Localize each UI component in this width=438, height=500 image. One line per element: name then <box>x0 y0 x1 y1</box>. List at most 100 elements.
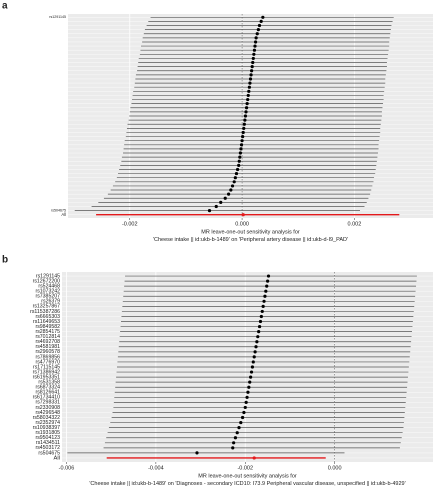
estimate-point <box>238 151 242 155</box>
y-tick-label: rs11649653 <box>33 319 60 325</box>
estimate-point <box>253 44 257 48</box>
estimate-point <box>255 340 259 344</box>
x-tick-label: -0.002 <box>122 221 138 227</box>
y-tick-label: rs4296548 <box>35 410 60 416</box>
estimate-point <box>238 155 242 159</box>
estimate-point <box>240 139 244 143</box>
y-tick-label: rs115387286 <box>30 309 60 315</box>
y-tick-label: rs7385207 <box>35 294 60 300</box>
estimate-point <box>223 196 227 200</box>
estimate-point <box>219 200 223 204</box>
y-tick-label: rs504675 <box>38 450 60 456</box>
y-tick-label: rs58034322 <box>33 415 61 421</box>
estimate-point <box>261 15 265 19</box>
estimate-point <box>265 284 269 288</box>
estimate-point <box>244 400 248 404</box>
estimate-point <box>261 304 265 308</box>
y-tick-label: rs1073242 <box>35 289 60 295</box>
estimate-point <box>251 60 255 65</box>
panel-label: a <box>2 1 8 12</box>
y-tick-label: rs4503172 <box>35 445 60 451</box>
estimate-point <box>264 289 268 293</box>
y-tick-label: rs2960578 <box>35 349 60 355</box>
estimate-point <box>247 85 251 89</box>
y-tick-label: rs2854175 <box>35 329 60 335</box>
estimate-point <box>233 436 238 440</box>
y-tick-label: rs61734410 <box>33 395 61 401</box>
estimate-point <box>242 122 246 126</box>
estimate-point <box>266 274 271 278</box>
estimate-point <box>237 163 241 167</box>
y-tick-label: rs10938397 <box>33 425 61 431</box>
estimate-point <box>242 410 246 415</box>
estimate-point <box>207 208 212 213</box>
estimate-point <box>246 97 250 102</box>
estimate-point <box>244 106 249 110</box>
estimate-point <box>256 28 260 32</box>
x-axis-title: MR leave-one-out sensitivity analysis fo… <box>198 473 297 479</box>
estimate-point <box>230 184 235 188</box>
y-tick-label: rs531358 <box>38 380 60 386</box>
y-tick-label: rs61953351 <box>33 374 61 380</box>
estimate-point <box>259 19 263 24</box>
y-tick-label: rs2352974 <box>35 420 60 426</box>
estimate-point <box>237 426 241 430</box>
estimate-point <box>250 365 255 369</box>
estimate-point <box>266 279 270 283</box>
y-tick-label: rs4581981 <box>35 344 60 350</box>
estimate-point <box>254 345 258 349</box>
y-tick-label: rs504675 <box>51 209 66 213</box>
y-tick-label: rs17115145 <box>33 364 60 370</box>
estimate-point-overall <box>241 213 245 217</box>
estimate-point <box>245 102 249 106</box>
estimate-point <box>234 171 239 176</box>
estimate-point <box>244 110 248 114</box>
estimate-point <box>245 395 249 399</box>
y-tick-label: rs1434511 <box>36 440 60 446</box>
estimate-point <box>232 441 236 445</box>
estimate-point <box>249 73 253 77</box>
estimate-point <box>227 192 231 196</box>
estimate-point <box>249 375 253 379</box>
estimate-point <box>243 114 248 118</box>
estimate-point <box>249 370 254 374</box>
estimate-point <box>255 32 259 36</box>
estimate-point <box>242 126 246 130</box>
y-tick-label: rs4692708 <box>35 339 60 345</box>
y-tick-label: rs7012814 <box>35 334 60 340</box>
y-tick-label: rs8126641 <box>35 390 60 396</box>
estimate-point <box>243 118 247 122</box>
estimate-point <box>263 294 267 298</box>
y-tick-label: rs9504123 <box>35 435 60 441</box>
estimate-point <box>241 134 245 139</box>
y-tick-label: All <box>54 455 60 461</box>
x-axis-title: MR leave-one-out sensitivity analysis fo… <box>201 229 300 235</box>
estimate-point <box>214 204 218 209</box>
estimate-point <box>253 40 258 44</box>
y-tick-label: rs71386942 <box>33 369 61 375</box>
y-tick-label: rs7298331 <box>35 400 60 406</box>
estimate-point <box>247 89 251 93</box>
estimate-point <box>248 380 252 384</box>
estimate-point <box>250 65 254 69</box>
y-tick-label: rs6665303 <box>35 314 60 320</box>
estimate-point <box>254 36 258 40</box>
estimate-point <box>248 81 252 85</box>
y-tick-label: rs4776970 <box>35 359 60 365</box>
estimate-point <box>240 415 245 420</box>
estimate-point <box>241 130 245 135</box>
estimate-point <box>257 330 261 334</box>
estimate-point <box>246 93 250 98</box>
x-tick-label: -0.004 <box>148 465 164 471</box>
estimate-point <box>260 309 264 314</box>
estimate-point <box>247 385 251 389</box>
estimate-point <box>257 324 262 329</box>
y-tick-label: rs7869856 <box>35 354 60 360</box>
estimate-point <box>259 314 263 319</box>
x-tick-label: 0.002 <box>348 221 362 227</box>
x-tick-label: 0.000 <box>235 221 249 227</box>
y-tick-label: rs9849582 <box>35 324 60 330</box>
y-tick-label: rs2330908 <box>35 405 60 411</box>
panel-label: b <box>2 255 8 266</box>
